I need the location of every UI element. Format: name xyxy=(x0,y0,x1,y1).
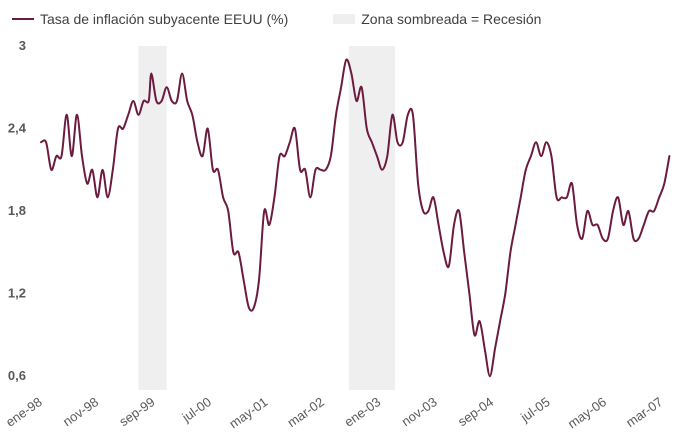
x-tick-label: sep-99 xyxy=(116,394,157,429)
x-tick-label: nov-98 xyxy=(60,394,101,429)
x-tick-label: mar-07 xyxy=(623,394,665,430)
y-tick-label: 3 xyxy=(19,38,26,53)
legend-label-series: Tasa de inflación subyacente EEUU (%) xyxy=(40,11,289,27)
y-tick-label: 2,4 xyxy=(8,121,27,136)
recession-band-2 xyxy=(348,46,395,390)
x-tick-label: ene-03 xyxy=(342,394,384,430)
x-tick-label: jul-05 xyxy=(517,394,552,425)
x-tick-label: nov-03 xyxy=(399,394,440,429)
x-tick-label: sep-04 xyxy=(455,394,496,429)
y-tick-label: 1,2 xyxy=(8,286,26,301)
legend: Tasa de inflación subyacente EEUU (%) Zo… xyxy=(12,9,541,29)
x-tick-label: may-01 xyxy=(226,394,270,431)
y-tick-label: 1,8 xyxy=(8,203,26,218)
legend-band-swatch xyxy=(333,14,356,24)
x-tick-label: ene-98 xyxy=(3,394,45,430)
legend-label-recession: Zona sombreada = Recesión xyxy=(361,11,542,27)
series-line-inflation xyxy=(40,58,671,378)
legend-item-series: Tasa de inflación subyacente EEUU (%) xyxy=(12,11,288,27)
y-tick-label: 0,6 xyxy=(8,368,26,383)
legend-item-recession: Zona sombreada = Recesión xyxy=(333,11,541,27)
x-tick-label: may-06 xyxy=(565,394,609,431)
legend-line-swatch xyxy=(12,18,34,20)
x-tick-label: mar-02 xyxy=(285,394,327,430)
x-tick-label: jul-00 xyxy=(179,394,214,425)
